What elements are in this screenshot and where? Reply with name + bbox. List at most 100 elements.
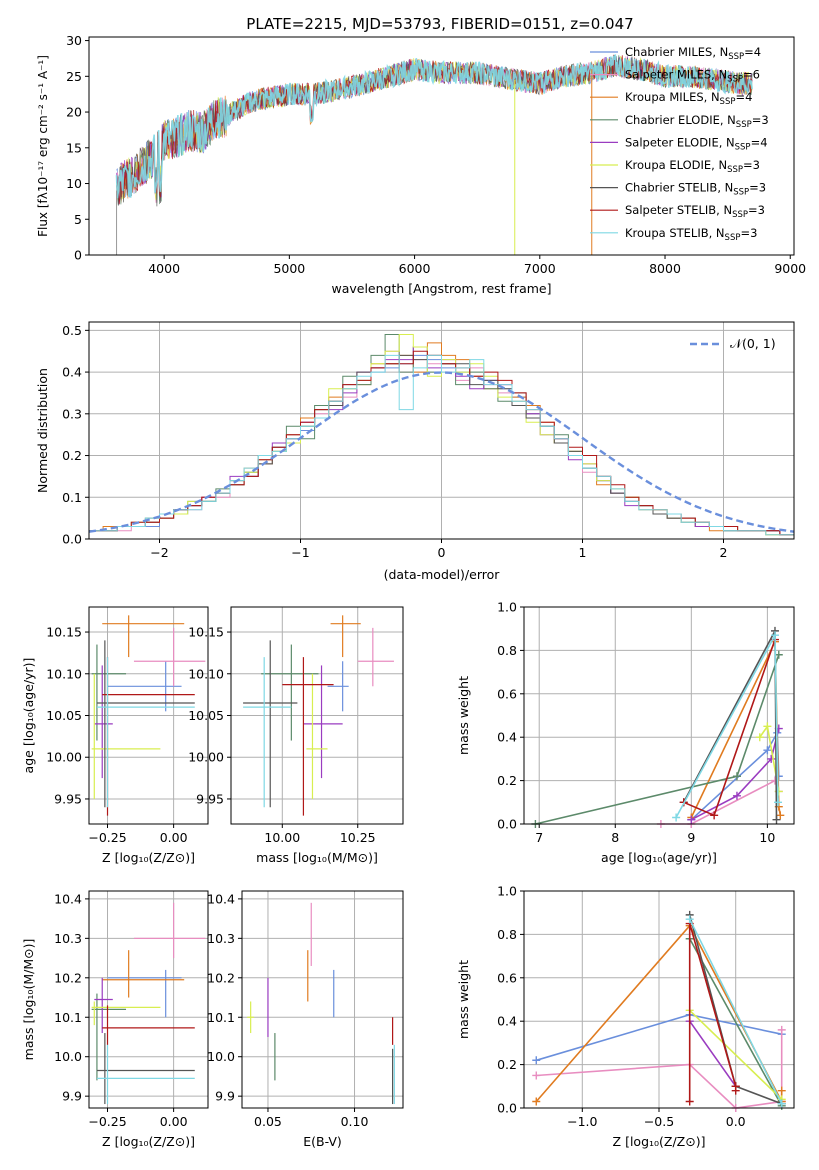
weight-marker bbox=[672, 813, 681, 822]
legend-label-value: =3 bbox=[743, 158, 760, 172]
y-tick-label: 10.0 bbox=[207, 1049, 235, 1064]
errorbar-point bbox=[107, 661, 182, 712]
x-tick-label: 7 bbox=[535, 830, 543, 845]
spectrum-line-kroupa_elodie bbox=[116, 56, 753, 206]
legend-label: Kroupa MILES, NSSP=4 bbox=[625, 90, 752, 107]
weight-marker bbox=[776, 811, 785, 820]
y-tick-label: 20 bbox=[66, 105, 82, 120]
errorbar-point bbox=[282, 657, 334, 816]
gaussian-curve bbox=[88, 371, 795, 533]
errorbar-point bbox=[243, 640, 298, 808]
y-tick-label: 1.0 bbox=[497, 600, 517, 615]
y-tick-label: 1.0 bbox=[497, 884, 517, 899]
y-tick-label: 10.05 bbox=[188, 708, 224, 723]
errorbar-point bbox=[91, 1001, 161, 1026]
x-tick-label: 5000 bbox=[273, 261, 305, 276]
y-tick-label: 0.4 bbox=[497, 730, 517, 745]
x-tick-label: 6000 bbox=[399, 261, 431, 276]
legend-label-subscript: SSP bbox=[728, 52, 744, 62]
x-tick-label: 7000 bbox=[524, 261, 556, 276]
weight-marker bbox=[732, 772, 741, 781]
errorbar-point bbox=[96, 1033, 195, 1105]
weight-line-salpeter_elodie bbox=[690, 728, 780, 821]
y-tick-label: 15 bbox=[66, 140, 82, 155]
x-axis-label: wavelength [Angstrom, rest frame] bbox=[331, 281, 551, 296]
age_vs_Z-frame bbox=[88, 606, 209, 825]
legend-label-subscript: SSP bbox=[733, 188, 749, 198]
mass_vs_ebv-frame bbox=[241, 890, 404, 1109]
weight-marker bbox=[731, 1086, 740, 1095]
y-tick-label: 10.00 bbox=[188, 750, 224, 765]
legend-label-value: =6 bbox=[743, 68, 760, 82]
figure-title: PLATE=2215, MJD=53793, FIBERID=0151, z=0… bbox=[246, 15, 633, 33]
y-tick-label: 0 bbox=[74, 248, 82, 263]
y-tick-label: 10.2 bbox=[54, 970, 82, 985]
errorbar-point bbox=[102, 950, 185, 998]
errorbar-point bbox=[94, 977, 113, 1034]
y-tick-label: 10.15 bbox=[188, 625, 224, 640]
x-tick-label: 1 bbox=[579, 545, 587, 560]
legend-label-subscript: SSP bbox=[725, 233, 741, 243]
weight-marker bbox=[777, 1025, 786, 1034]
legend-label-value: =3 bbox=[740, 226, 757, 240]
y-tick-label: 0.4 bbox=[62, 365, 82, 380]
y-axis-label: mass weight bbox=[456, 676, 471, 755]
mass_vs_Z-frame bbox=[88, 890, 209, 1109]
errorbar-point bbox=[96, 640, 195, 808]
errorbar-point bbox=[102, 1005, 195, 1045]
x-axis-label: Z [log₁₀(Z/Z⊙)] bbox=[102, 1134, 195, 1149]
weight-marker bbox=[777, 1099, 786, 1108]
weight_vs_Z-frame bbox=[523, 890, 795, 1109]
legend-label-value: =4 bbox=[735, 90, 752, 104]
weight-line-kroupa_elodie bbox=[689, 1009, 783, 1100]
x-tick-label: 10 bbox=[759, 830, 775, 845]
legend-label-text: Salpeter STELIB, N bbox=[625, 203, 732, 217]
x-tick-label: −2 bbox=[150, 545, 168, 560]
legend-entry: Chabrier STELIB, NSSP=3 bbox=[590, 181, 766, 198]
errorbar-point bbox=[96, 1044, 195, 1105]
y-tick-label: 9.95 bbox=[54, 791, 82, 806]
legend-label-text: Chabrier STELIB, N bbox=[625, 181, 733, 195]
x-tick-label: 8000 bbox=[649, 261, 681, 276]
x-axis-label: Z [log₁₀(Z/Z⊙)] bbox=[102, 850, 195, 865]
y-tick-label: 0.0 bbox=[62, 532, 82, 547]
weight-line-salpeter_stelib bbox=[688, 923, 737, 1102]
y-tick-label: 10.4 bbox=[54, 891, 82, 906]
errorbar-point bbox=[327, 661, 349, 712]
y-tick-label: 10.05 bbox=[46, 708, 82, 723]
y-tick-label: 9.95 bbox=[196, 791, 224, 806]
weight-marker bbox=[532, 1056, 541, 1065]
x-tick-label: 0.10 bbox=[341, 1114, 369, 1129]
legend-label-value: =4 bbox=[744, 45, 761, 59]
weight-marker bbox=[770, 631, 779, 640]
x-axis-label: Z [log₁₀(Z/Z⊙)] bbox=[613, 1134, 706, 1149]
y-tick-label: 0.8 bbox=[497, 643, 517, 658]
mass-vs-ebv-panel: 0.05 0.10 9.9 10.0 10.1 10.2 10.3 10.4 E(B-V) bbox=[207, 890, 404, 1149]
x-tick-label: 10.00 bbox=[264, 830, 300, 845]
legend-label-subscript: SSP bbox=[727, 75, 743, 85]
legend-label: Kroupa ELODIE, NSSP=3 bbox=[625, 158, 760, 175]
x-tick-label: −0.25 bbox=[88, 830, 126, 845]
errorbar-point bbox=[133, 627, 206, 687]
legend-label-subscript: SSP bbox=[735, 142, 751, 152]
legend-label: Salpeter STELIB, NSSP=3 bbox=[625, 203, 765, 220]
y-tick-label: 0.8 bbox=[497, 927, 517, 942]
y-tick-label: 0.0 bbox=[497, 1101, 517, 1116]
weight-vs-age-panel: 7 8 9 10 0.0 0.2 0.4 0.6 0.8 1.0 age [log₁₀(age/yr… bbox=[456, 600, 795, 865]
spectrum-frame bbox=[88, 36, 795, 256]
errorbar-point bbox=[96, 657, 195, 808]
y-tick-label: 0.2 bbox=[62, 448, 82, 463]
weight-marker bbox=[777, 1086, 786, 1095]
y-tick-label: 0.2 bbox=[497, 1057, 517, 1072]
x-tick-label: 0.05 bbox=[254, 1114, 282, 1129]
x-axis-label: age [log₁₀(age/yr)] bbox=[601, 850, 717, 865]
y-tick-label: 10.15 bbox=[46, 625, 82, 640]
errorbar-point bbox=[243, 657, 292, 808]
legend-label: Salpeter ELODIE, NSSP=4 bbox=[625, 135, 768, 152]
y-tick-label: 0.1 bbox=[62, 490, 82, 505]
weight-line-chabrier_elodie bbox=[535, 654, 780, 825]
y-tick-label: 10.2 bbox=[207, 970, 235, 985]
weight-marker bbox=[532, 1097, 541, 1106]
x-tick-label: −1.0 bbox=[567, 1114, 597, 1129]
y-tick-label: 0.0 bbox=[497, 817, 517, 832]
